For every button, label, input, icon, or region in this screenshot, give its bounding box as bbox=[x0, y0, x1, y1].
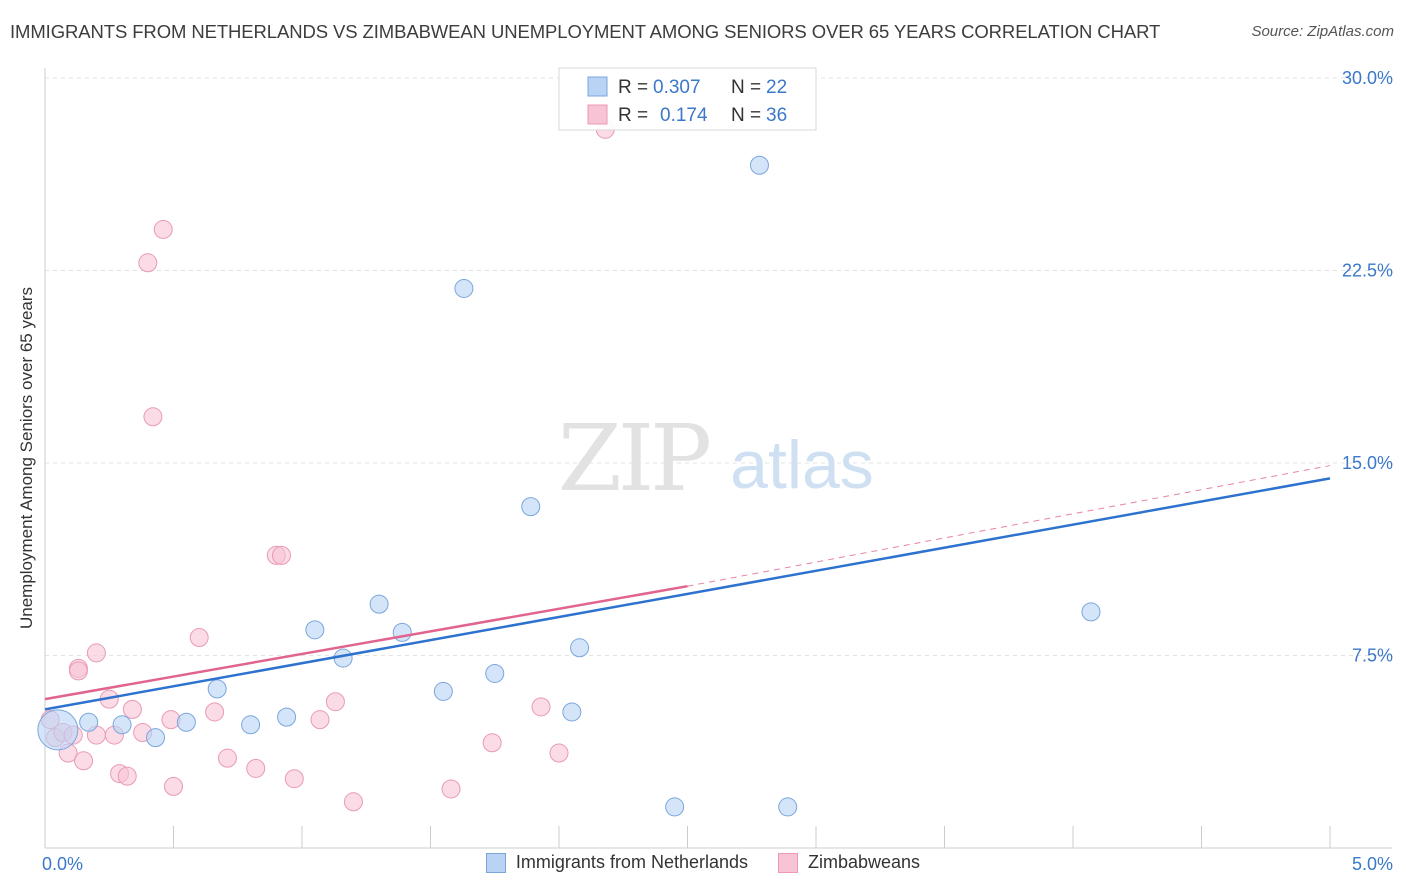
axes bbox=[44, 68, 1392, 849]
source-label: Source: ZipAtlas.com bbox=[1251, 23, 1394, 40]
netherlands-point bbox=[454, 278, 474, 298]
netherlands-point bbox=[112, 715, 132, 735]
watermark-atlas: atlas bbox=[730, 427, 874, 503]
legend-bottom: Immigrants from Netherlands Zimbabweans bbox=[0, 852, 1406, 873]
netherlands-point bbox=[146, 728, 166, 748]
y-tick-label: 15.0% bbox=[1342, 453, 1393, 473]
legend-top: R = 0.307 N = 22 R = 0.174 N = 36 bbox=[558, 67, 817, 131]
legend-r-label: R = bbox=[618, 77, 648, 98]
netherlands-point bbox=[570, 638, 590, 658]
zimbabwe-point bbox=[217, 748, 237, 768]
zimbabwe-point bbox=[325, 692, 345, 712]
netherlands-point bbox=[778, 797, 798, 817]
y-tick-label: 30.0% bbox=[1342, 68, 1393, 88]
netherlands-point bbox=[433, 681, 453, 701]
zimbabwe-point bbox=[68, 661, 88, 681]
netherlands-point bbox=[277, 707, 297, 727]
legend-label-netherlands: Immigrants from Netherlands bbox=[515, 852, 748, 872]
watermark: ZIP atlas bbox=[558, 405, 874, 512]
zimbabwe-point bbox=[549, 743, 569, 763]
zimbabwe-point bbox=[122, 699, 142, 719]
zimbabwe-point bbox=[86, 643, 106, 663]
legend-r-value: 0.174 bbox=[660, 105, 708, 126]
zimbabwe-point bbox=[284, 769, 304, 789]
zimbabwe-point bbox=[310, 710, 330, 730]
zimbabwe-trend-line bbox=[44, 584, 688, 701]
zimbabwe-point bbox=[482, 733, 502, 753]
legend-item-netherlands[interactable]: Immigrants from Netherlands bbox=[485, 852, 748, 873]
netherlands-point bbox=[305, 620, 325, 640]
zimbabwe-point bbox=[246, 758, 266, 778]
legend-swatch-blue bbox=[485, 852, 506, 873]
legend-n-label: N = bbox=[731, 77, 761, 98]
zimbabwe-point bbox=[441, 779, 461, 799]
y-tick-label: 22.5% bbox=[1342, 261, 1393, 281]
chart-title: IMMIGRANTS FROM NETHERLANDS VS ZIMBABWEA… bbox=[10, 21, 1161, 42]
zimbabwe-point bbox=[117, 766, 137, 786]
legend-n-label: N = bbox=[731, 105, 761, 126]
zimbabwe-point bbox=[189, 628, 209, 648]
zimbabwe-point bbox=[138, 253, 158, 273]
trend-lines bbox=[44, 465, 1331, 711]
zimbabwe-point bbox=[164, 776, 183, 796]
zimbabwe-point bbox=[343, 792, 363, 812]
legend-n-value: 36 bbox=[766, 105, 787, 126]
legend-n-value: 22 bbox=[766, 77, 787, 98]
legend-swatch-pink bbox=[778, 852, 798, 873]
netherlands-point bbox=[521, 497, 541, 517]
zimbabwe-trend-extension bbox=[687, 465, 1331, 587]
netherlands-point bbox=[562, 702, 582, 722]
zimbabwe-point bbox=[531, 697, 551, 717]
netherlands-point bbox=[369, 594, 389, 614]
netherlands-point bbox=[665, 797, 685, 817]
watermark-zip: ZIP bbox=[558, 405, 709, 512]
y-tick-label: 7.5% bbox=[1352, 646, 1393, 666]
netherlands-point bbox=[207, 679, 227, 699]
netherlands-point bbox=[79, 712, 99, 732]
zimbabwe-point bbox=[205, 702, 225, 722]
legend-r-label: R = bbox=[618, 105, 648, 126]
netherlands-point bbox=[241, 715, 261, 735]
netherlands-point bbox=[749, 155, 769, 175]
netherlands-point bbox=[1081, 602, 1101, 622]
zimbabwe-point bbox=[74, 751, 94, 771]
zimbabwe-point bbox=[153, 219, 173, 239]
legend-item-zimbabweans[interactable]: Zimbabweans bbox=[778, 852, 920, 873]
tick-labels: 7.5% 15.0% 22.5% 30.0% 0.0% 5.0% bbox=[42, 68, 1393, 874]
netherlands-trend-line bbox=[44, 477, 1331, 711]
x-tick-label: 0.0% bbox=[42, 854, 83, 874]
legend-top-swatch bbox=[587, 104, 608, 125]
legend-top-swatch bbox=[587, 76, 608, 97]
netherlands-point bbox=[37, 709, 79, 751]
netherlands-point bbox=[485, 663, 505, 683]
zimbabwe-point bbox=[271, 545, 291, 565]
legend-r-value: 0.307 bbox=[653, 77, 701, 98]
zimbabwe-point bbox=[143, 407, 163, 427]
netherlands-point bbox=[176, 712, 196, 732]
gridlines bbox=[45, 77, 1392, 656]
legend-label-zimbabweans: Zimbabweans bbox=[808, 852, 921, 872]
x-tick-label: 5.0% bbox=[1352, 854, 1393, 874]
